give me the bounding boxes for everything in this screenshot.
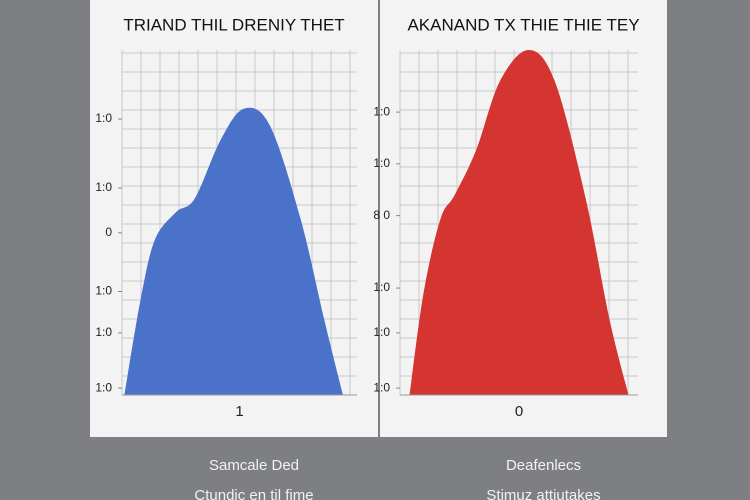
x-label: 1 xyxy=(235,403,243,420)
y-tick-label: 1:0 xyxy=(95,111,112,125)
caption: Samcale Ded xyxy=(209,457,299,474)
caption: Deafenlecs xyxy=(506,457,581,474)
y-tick-label: 1:0 xyxy=(95,284,112,298)
y-tick-label: 1:0 xyxy=(373,156,390,170)
y-tick-label: 1:0 xyxy=(373,104,390,118)
chart-title: AKANAND TX THIE THIE TEY xyxy=(407,15,639,34)
area xyxy=(409,50,629,395)
caption: Ctundic en til fime xyxy=(194,487,313,500)
x-label: 0 xyxy=(515,403,523,420)
y-tick-label: 0 xyxy=(105,225,112,239)
area xyxy=(124,107,343,396)
y-tick-label: 1:0 xyxy=(95,180,112,194)
chart-title: TRIAND THIL DRENIY THET xyxy=(123,15,344,34)
y-tick-label: 1:0 xyxy=(373,380,390,394)
y-tick-label: 1:0 xyxy=(95,325,112,339)
caption: Stimuz attiutakes xyxy=(486,487,600,500)
y-tick-label: 1:0 xyxy=(373,325,390,339)
y-tick-label: 1:0 xyxy=(95,380,112,394)
y-tick-label: 8 0 xyxy=(373,208,390,222)
y-tick-label: 1:0 xyxy=(373,280,390,294)
